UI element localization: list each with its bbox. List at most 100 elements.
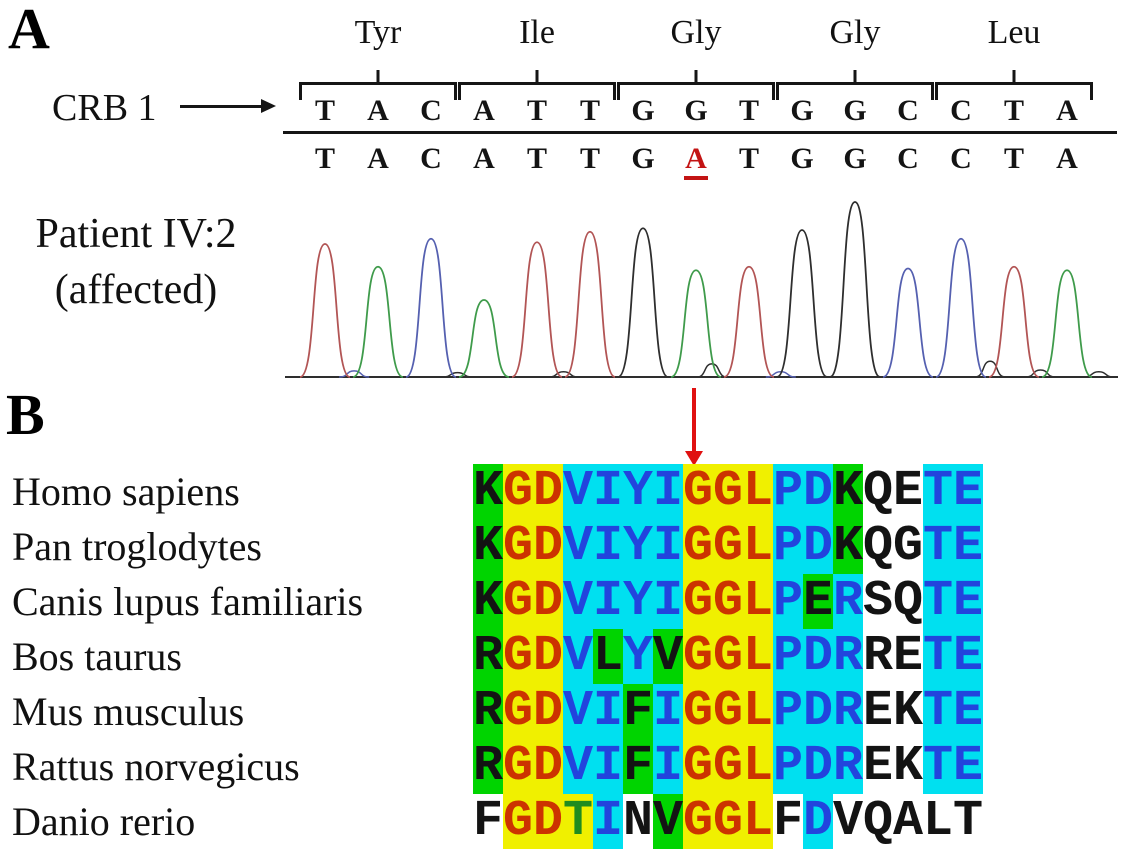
alignment-cell: R [473, 683, 504, 740]
alignment-cell: G [713, 793, 744, 850]
alignment-cell: V [653, 628, 684, 685]
alignment-cell: G [683, 628, 714, 685]
alignment-cell: I [593, 463, 624, 520]
alignment-cell: G [683, 683, 714, 740]
sequence-base: T [314, 142, 335, 175]
alignment-cell: E [953, 463, 984, 520]
alignment-cell: L [743, 793, 774, 850]
alignment-cell: V [563, 738, 594, 795]
alignment-cell: G [683, 518, 714, 575]
alignment-cell: E [953, 628, 984, 685]
alignment-cell: G [683, 573, 714, 630]
alignment-cell: V [833, 793, 864, 850]
alignment-cell: L [743, 518, 774, 575]
codon-bracket-tick [694, 70, 698, 85]
alignment-cell: T [923, 628, 954, 685]
alignment-cell: L [743, 683, 774, 740]
species-label-bos-taurus: Bos taurus [12, 634, 182, 679]
alignment-cell: G [503, 628, 534, 685]
alignment-cell: Y [623, 628, 654, 685]
alignment-cell: E [953, 738, 984, 795]
sequence-base: A [1056, 94, 1078, 127]
alignment-cell: L [743, 738, 774, 795]
sequence-base: C [420, 142, 442, 175]
alignment-cell: E [953, 683, 984, 740]
species-label-canis-lupus-familiaris: Canis lupus familiaris [12, 579, 364, 624]
alignment-cell: P [773, 738, 804, 795]
alignment-cell: L [743, 463, 774, 520]
alignment-cell: V [563, 573, 594, 630]
alignment-cell: G [683, 738, 714, 795]
codon-label: Leu [987, 14, 1041, 51]
alignment-cell: G [503, 573, 534, 630]
alignment-cell: T [923, 573, 954, 630]
gene-pointer-arrow-line [180, 105, 262, 108]
alignment-cell: E [953, 573, 984, 630]
alignment-cell: E [863, 683, 894, 740]
alignment-cell: L [743, 628, 774, 685]
sequence-base: T [314, 94, 335, 127]
codon-label: Gly [829, 14, 881, 51]
alignment-cell: T [953, 793, 984, 850]
alignment-cell: K [893, 738, 924, 795]
sequence-base: G [790, 94, 814, 127]
sequence-base: G [684, 94, 708, 127]
alignment-cell: E [803, 573, 834, 630]
codon-bracket-tick [853, 70, 857, 85]
alignment-cell: D [803, 738, 834, 795]
alignment-cell: T [923, 738, 954, 795]
chromatogram-noise [442, 371, 473, 378]
alignment-cell: K [893, 683, 924, 740]
chromatogram-peak-T [299, 243, 351, 378]
codon-label: Gly [670, 14, 722, 51]
codon-label: Ile [519, 14, 555, 51]
alignment-cell: P [773, 683, 804, 740]
alignment-cell: Y [623, 463, 654, 520]
sequence-base: C [897, 94, 919, 127]
patient-label-line2: (affected) [54, 267, 218, 313]
alignment-cell: I [593, 738, 624, 795]
mutation-arrow-icon [685, 388, 703, 466]
chromatogram-peak-A [1041, 269, 1093, 378]
alignment-cell: I [653, 573, 684, 630]
chromatogram-peak-C [882, 267, 934, 378]
chromatogram-peak-T [723, 265, 775, 378]
sequence-base: G [631, 94, 655, 127]
alignment-cell: E [953, 518, 984, 575]
alignment-cell: G [713, 573, 744, 630]
codon-bracket [458, 70, 616, 100]
codon-label: Tyr [354, 14, 402, 51]
alignment-cell: D [803, 628, 834, 685]
alignment-cell: D [803, 793, 834, 850]
alignment-cell: K [473, 573, 504, 630]
sequence-base: T [1003, 94, 1024, 127]
alignment-cell: G [503, 518, 534, 575]
species-label-rattus-norvegicus: Rattus norvegicus [12, 744, 300, 789]
alignment-cell: D [533, 463, 564, 520]
alignment-cell: L [923, 793, 954, 850]
alignment-cell: G [713, 628, 744, 685]
chromatogram-noise [975, 360, 1006, 378]
alignment-cell: G [713, 738, 744, 795]
alignment-cell: P [773, 573, 804, 630]
chromatogram [283, 193, 1120, 389]
sequence-base: T [738, 142, 759, 175]
panel-a-label: A [8, 0, 50, 61]
alignment-cell: I [593, 518, 624, 575]
alignment-cell: G [503, 738, 534, 795]
codon-bracket [299, 70, 457, 100]
alignment-cell: R [833, 628, 864, 685]
chromatogram-svg [285, 201, 1118, 378]
chromatogram-peak-T [988, 265, 1040, 378]
alignment-cell: K [833, 518, 864, 575]
alignment-cell: F [473, 793, 504, 850]
alignment-cell: D [533, 683, 564, 740]
alignment-cell: D [803, 683, 834, 740]
alignment-cell: A [893, 793, 924, 850]
alignment-cell: P [773, 463, 804, 520]
alignment-cell: V [563, 518, 594, 575]
alignment-cell: G [713, 463, 744, 520]
sequence-base: T [738, 94, 759, 127]
